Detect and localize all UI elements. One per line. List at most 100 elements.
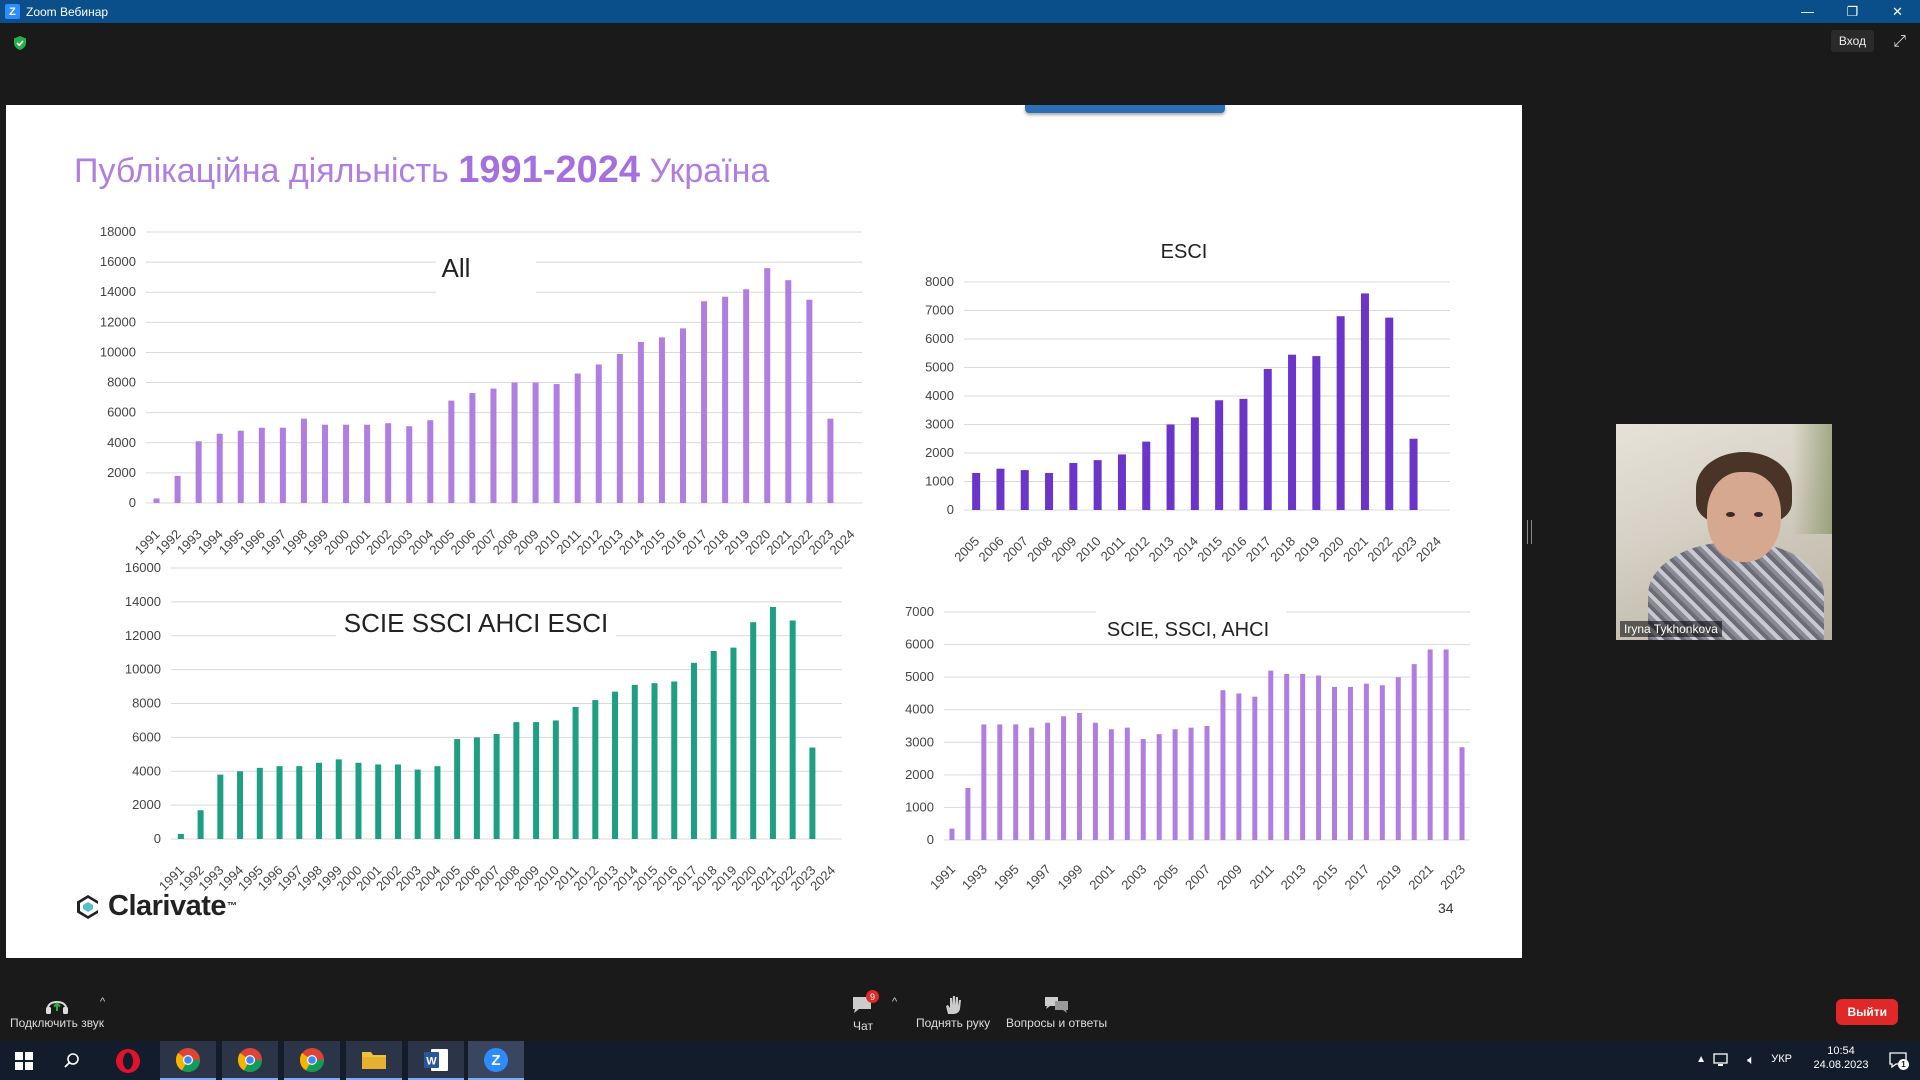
bar xyxy=(1045,722,1051,840)
y-tick-label: 4000 xyxy=(132,763,161,778)
bar xyxy=(572,706,579,839)
join-audio-label: Подключить звук xyxy=(10,1016,105,1030)
opera-icon[interactable] xyxy=(100,1041,156,1080)
tray-overflow-icon[interactable]: ▲ xyxy=(1696,1054,1706,1065)
bar xyxy=(785,280,792,503)
bar xyxy=(385,423,392,503)
bar xyxy=(1156,734,1162,840)
close-button[interactable]: ✕ xyxy=(1892,3,1903,19)
file-explorer-icon[interactable] xyxy=(346,1041,402,1080)
x-tick-label: 2014 xyxy=(1170,534,1201,565)
bar xyxy=(1347,686,1353,840)
expand-icon[interactable]: ⤢ xyxy=(1893,33,1906,50)
shield-check-icon[interactable] xyxy=(12,35,28,51)
language-indicator[interactable]: УКР xyxy=(1771,1053,1792,1065)
bar xyxy=(1332,686,1338,840)
bar xyxy=(316,762,323,839)
notifications-badge: 1 xyxy=(1898,1059,1909,1070)
x-tick-label: 2018 xyxy=(1267,534,1298,565)
qa-button[interactable]: Вопросы и ответы xyxy=(1006,994,1107,1030)
x-tick-label: 2024 xyxy=(1413,534,1444,565)
bar xyxy=(394,764,401,839)
leave-button[interactable]: Выйти xyxy=(1836,999,1898,1025)
x-tick-label: 2023 xyxy=(1389,534,1420,565)
x-tick-label: 2024 xyxy=(827,527,858,558)
bar xyxy=(375,764,382,839)
x-tick-label: 2007 xyxy=(1000,534,1031,565)
y-tick-label: 8000 xyxy=(132,696,161,711)
bar xyxy=(789,620,796,839)
x-tick-label: 2017 xyxy=(1341,862,1372,893)
search-icon[interactable] xyxy=(48,1041,96,1080)
bar xyxy=(473,737,480,839)
window-titlebar: Z Zoom Вебинар — ❐ ✕ xyxy=(0,0,1920,23)
bar xyxy=(364,424,371,503)
chrome-icon[interactable] xyxy=(160,1041,216,1080)
y-tick-label: 10000 xyxy=(125,662,161,677)
bar xyxy=(972,472,981,510)
bar xyxy=(1069,462,1078,510)
bar xyxy=(1459,747,1465,840)
x-tick-label: 2005 xyxy=(951,534,982,565)
participant-eye xyxy=(1754,512,1763,517)
bar xyxy=(406,426,413,503)
x-tick-label: 2021 xyxy=(1340,534,1371,565)
y-tick-label: 2000 xyxy=(132,797,161,812)
network-icon[interactable] xyxy=(1712,1053,1730,1067)
maximize-button[interactable]: ❐ xyxy=(1846,3,1859,19)
y-tick-label: 0 xyxy=(927,832,934,847)
y-tick-label: 2000 xyxy=(107,465,136,480)
bar xyxy=(1379,685,1385,840)
chat-button[interactable]: 9 Чат xyxy=(850,990,879,1033)
zoom-icon[interactable]: Z xyxy=(468,1041,524,1080)
participant-video[interactable]: Iryna Tykhonkova xyxy=(1616,424,1832,640)
bar xyxy=(1124,727,1130,840)
audio-options-chevron-icon[interactable]: ^ xyxy=(100,996,106,1008)
volume-icon[interactable]: 🔈︎ xyxy=(1747,1052,1755,1067)
x-tick-label: 1995 xyxy=(991,862,1022,893)
bar xyxy=(553,384,560,503)
y-tick-label: 7000 xyxy=(905,604,934,619)
y-tick-label: 1000 xyxy=(925,474,954,489)
y-tick-label: 4000 xyxy=(107,435,136,450)
bar xyxy=(658,337,665,503)
x-tick-label: 2006 xyxy=(976,534,1007,565)
y-tick-label: 5000 xyxy=(925,360,954,375)
share-indicator-tab[interactable] xyxy=(1025,105,1225,113)
bar xyxy=(1076,712,1082,840)
x-tick-label: 2019 xyxy=(1373,862,1404,893)
y-tick-label: 1000 xyxy=(905,799,934,814)
bar xyxy=(454,739,461,839)
y-tick-label: 0 xyxy=(154,831,161,846)
bar xyxy=(764,268,771,503)
bar xyxy=(343,424,350,503)
minimize-button[interactable]: — xyxy=(1801,4,1814,19)
clarivate-logo: Clarivate ™ xyxy=(74,890,237,923)
y-tick-label: 12000 xyxy=(125,628,161,643)
chat-bubble-icon xyxy=(853,997,871,1013)
x-tick-label: 2005 xyxy=(1150,862,1181,893)
x-tick-label: 2021 xyxy=(1405,862,1436,893)
chat-options-chevron-icon[interactable]: ^ xyxy=(892,996,898,1008)
y-tick-label: 16000 xyxy=(100,254,136,269)
bar xyxy=(256,767,263,839)
bar xyxy=(769,606,776,839)
bar xyxy=(552,720,559,839)
notifications-icon[interactable]: 1 xyxy=(1888,1051,1909,1072)
word-icon[interactable]: W xyxy=(408,1041,464,1080)
windows-start-icon[interactable] xyxy=(0,1041,48,1080)
bar xyxy=(177,833,184,839)
join-audio-button[interactable]: Подключить звук xyxy=(10,994,104,1030)
bar xyxy=(806,299,813,503)
enter-button[interactable]: Вход xyxy=(1830,30,1874,52)
chrome-icon[interactable] xyxy=(284,1041,340,1080)
chrome-icon[interactable] xyxy=(222,1041,278,1080)
clock[interactable]: 10:54 24.08.2023 xyxy=(1806,1045,1876,1071)
x-tick-label: 2010 xyxy=(1073,534,1104,565)
raise-hand-button[interactable]: Поднять руку xyxy=(916,994,990,1030)
bar xyxy=(1268,670,1274,840)
x-tick-label: 2019 xyxy=(1291,534,1322,565)
panel-resize-handle[interactable] xyxy=(1527,520,1532,544)
x-tick-label: 2011 xyxy=(1098,534,1128,564)
y-tick-label: 5000 xyxy=(905,669,934,684)
